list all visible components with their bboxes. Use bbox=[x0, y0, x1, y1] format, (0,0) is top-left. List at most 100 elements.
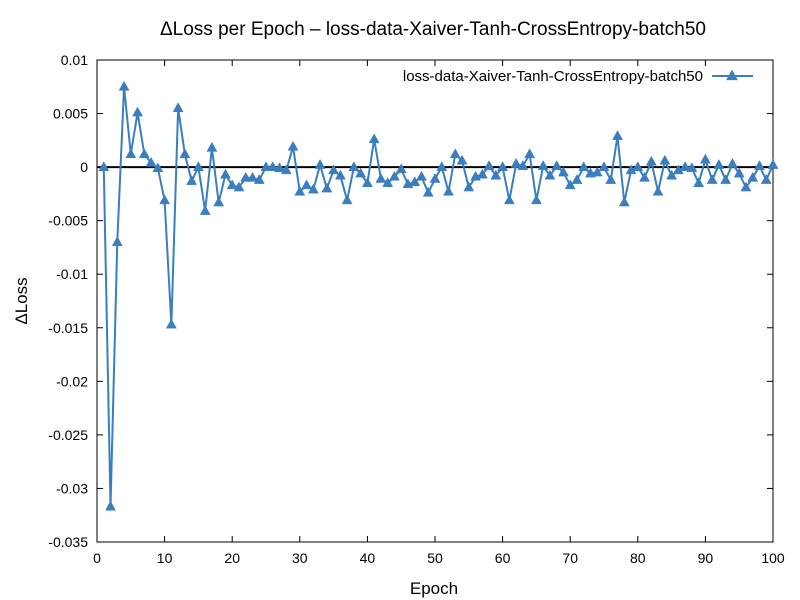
data-point bbox=[666, 169, 678, 180]
data-point bbox=[551, 160, 563, 170]
data-point bbox=[449, 148, 461, 159]
data-point bbox=[213, 196, 225, 207]
data-point bbox=[699, 153, 711, 164]
data-point bbox=[389, 170, 400, 181]
data-point bbox=[307, 183, 319, 194]
data-point bbox=[125, 148, 137, 159]
data-point bbox=[659, 154, 671, 165]
data-point bbox=[382, 177, 394, 188]
y-tick-label: -0.025 bbox=[48, 427, 88, 443]
data-point bbox=[618, 196, 630, 207]
legend-label: loss-data-Xaiver-Tanh-CrossEntropy-batch… bbox=[403, 68, 703, 85]
data-point bbox=[679, 161, 691, 171]
data-point bbox=[395, 163, 407, 174]
data-point bbox=[483, 160, 495, 170]
data-point bbox=[760, 174, 772, 184]
data-point bbox=[159, 194, 171, 205]
y-tick-label: -0.035 bbox=[48, 534, 88, 550]
data-point bbox=[558, 166, 569, 177]
data-point bbox=[145, 156, 157, 167]
legend: loss-data-Xaiver-Tanh-CrossEntropy-batch… bbox=[403, 68, 753, 85]
data-point bbox=[706, 174, 718, 184]
data-point bbox=[754, 160, 765, 170]
data-point bbox=[314, 159, 326, 169]
data-point bbox=[490, 169, 502, 180]
data-point bbox=[503, 194, 515, 205]
data-point bbox=[98, 161, 110, 171]
data-point bbox=[747, 171, 759, 182]
data-point bbox=[544, 169, 556, 180]
data-point bbox=[368, 133, 380, 144]
data-point bbox=[240, 171, 252, 182]
x-tick-label: 30 bbox=[292, 550, 308, 566]
data-point bbox=[199, 205, 211, 215]
data-point bbox=[639, 171, 650, 182]
data-point bbox=[274, 162, 285, 173]
data-point bbox=[693, 177, 705, 188]
y-tick-label: -0.02 bbox=[56, 373, 88, 389]
data-point bbox=[186, 175, 198, 185]
legend-marker bbox=[726, 69, 738, 81]
data-point bbox=[132, 106, 143, 117]
y-tick-label: 0.01 bbox=[61, 52, 88, 68]
data-point bbox=[280, 164, 292, 175]
data-point bbox=[632, 161, 644, 171]
plot-frame bbox=[96, 59, 774, 543]
data-point bbox=[233, 181, 245, 192]
data-point bbox=[605, 174, 617, 184]
y-tick-label: -0.01 bbox=[56, 266, 88, 282]
y-tick-label: -0.005 bbox=[48, 213, 88, 229]
data-point bbox=[206, 141, 218, 152]
x-tick-label: 90 bbox=[698, 550, 714, 566]
data-point bbox=[740, 181, 752, 192]
data-point bbox=[510, 157, 522, 168]
data-point bbox=[517, 160, 529, 170]
data-point bbox=[422, 186, 434, 197]
data-point bbox=[247, 171, 258, 182]
data-point bbox=[767, 159, 779, 169]
data-point bbox=[179, 148, 191, 159]
x-tick-label: 80 bbox=[630, 550, 646, 566]
data-point bbox=[733, 167, 745, 178]
y-axis-label: ΔLoss bbox=[12, 277, 31, 324]
data-point bbox=[578, 161, 590, 171]
data-point bbox=[165, 318, 177, 329]
x-tick-label: 10 bbox=[157, 550, 173, 566]
data-point bbox=[355, 167, 367, 178]
x-tick-label: 50 bbox=[427, 550, 443, 566]
y-tick-label: 0.005 bbox=[53, 106, 88, 122]
data-point bbox=[727, 157, 738, 168]
data-point bbox=[287, 140, 299, 151]
data-point bbox=[260, 161, 272, 171]
data-point bbox=[253, 174, 265, 184]
data-point bbox=[172, 102, 184, 113]
data-point bbox=[334, 169, 346, 180]
data-point bbox=[341, 194, 353, 205]
x-tick-label: 0 bbox=[93, 550, 101, 566]
data-point bbox=[686, 162, 698, 173]
x-tick-label: 100 bbox=[761, 550, 785, 566]
data-point bbox=[226, 179, 238, 190]
data-point bbox=[713, 159, 725, 169]
data-point bbox=[105, 500, 116, 511]
x-tick-label: 60 bbox=[495, 550, 511, 566]
data-point bbox=[571, 174, 583, 184]
data-point bbox=[301, 179, 312, 190]
data-point bbox=[328, 164, 340, 175]
data-point bbox=[429, 172, 441, 183]
series-line bbox=[102, 85, 774, 508]
y-tick-label: -0.015 bbox=[48, 320, 88, 336]
data-point bbox=[436, 161, 448, 171]
data-point bbox=[652, 185, 664, 196]
data-point bbox=[537, 160, 549, 170]
data-point bbox=[524, 148, 536, 159]
data-point bbox=[138, 148, 150, 159]
data-point bbox=[591, 166, 603, 177]
x-tick-label: 40 bbox=[360, 550, 376, 566]
data-point bbox=[111, 236, 123, 246]
y-tick-label: 0 bbox=[80, 159, 88, 175]
data-point bbox=[463, 181, 475, 192]
data-point bbox=[564, 179, 576, 190]
data-point bbox=[476, 168, 488, 179]
